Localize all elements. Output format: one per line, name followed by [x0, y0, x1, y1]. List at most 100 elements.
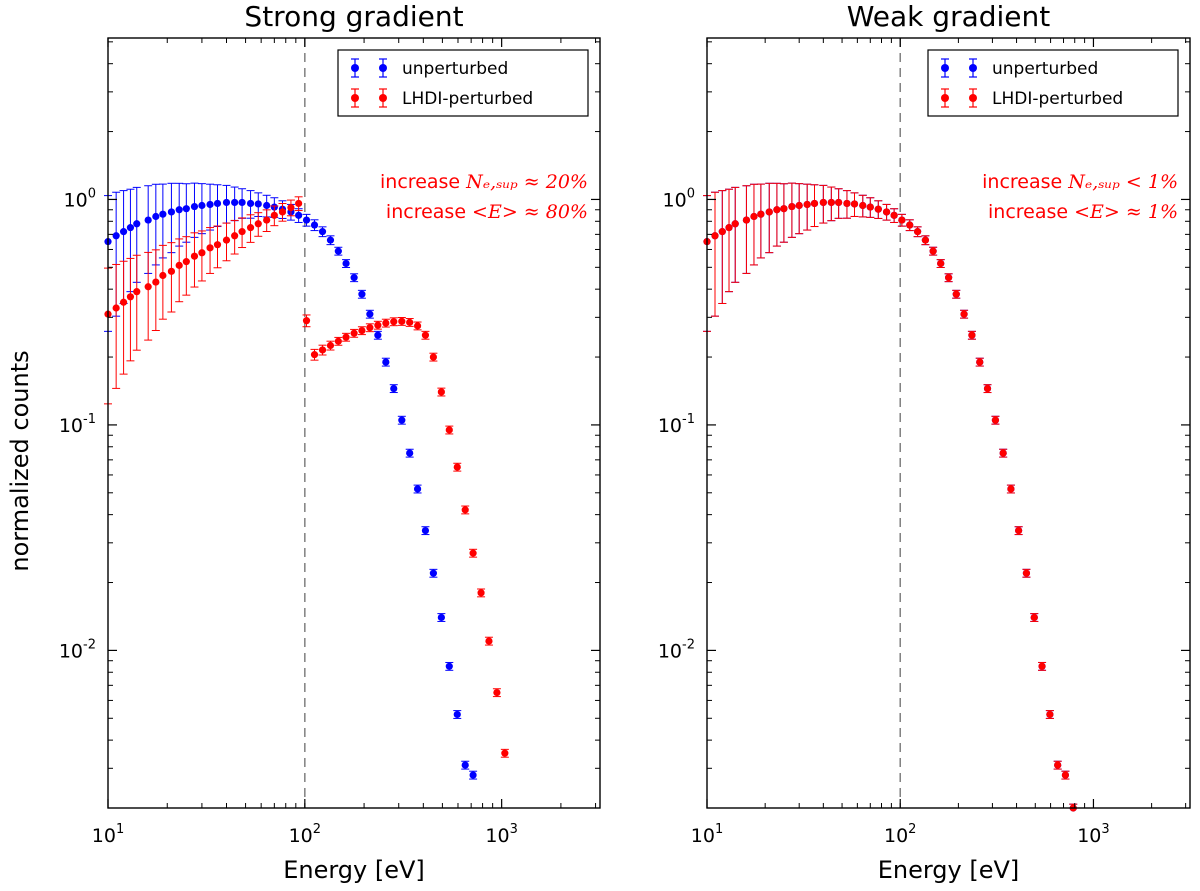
legend-marker: [941, 94, 949, 102]
data-point: [334, 247, 342, 255]
data-point: [254, 220, 262, 228]
data-point: [318, 228, 327, 236]
data-point: [421, 526, 430, 535]
data-point: [991, 416, 1000, 424]
x-tick-exponent: 2: [908, 822, 916, 837]
data-point: [342, 333, 350, 341]
data-point: [382, 358, 390, 366]
data-point: [382, 319, 390, 327]
data-point: [469, 771, 477, 779]
annotation-text: increase Nₑ,ₛᵤₚ ≈ 20%: [380, 171, 588, 193]
data-point: [929, 247, 937, 255]
data-point: [921, 236, 930, 244]
data-point: [390, 318, 398, 326]
data-point: [1015, 526, 1023, 535]
annotation-text: increase Nₑ,ₛᵤₚ < 1%: [982, 171, 1178, 193]
data-point: [302, 216, 311, 224]
data-point: [295, 199, 303, 208]
data-point: [1061, 771, 1070, 779]
data-point: [461, 506, 469, 514]
data-point: [334, 337, 342, 345]
data-point: [493, 688, 501, 697]
data-point: [461, 761, 469, 769]
data-point: [167, 267, 176, 275]
data-point: [366, 324, 374, 332]
data-point: [906, 221, 914, 229]
data-point: [398, 317, 406, 325]
data-point: [198, 249, 206, 257]
data-point: [453, 710, 461, 719]
x-tick-exponent: 1: [116, 822, 124, 837]
data-point: [152, 212, 160, 221]
data-point: [1022, 569, 1031, 577]
series-lhdi-perturbed: [104, 196, 509, 758]
data-point: [890, 211, 898, 219]
data-point: [310, 351, 319, 359]
data-point: [254, 200, 262, 208]
data-point: [819, 198, 827, 207]
data-point: [1007, 485, 1015, 493]
data-point: [773, 206, 781, 214]
y-tick-label: 10-1: [658, 412, 695, 437]
data-point: [827, 198, 835, 207]
legend-marker: [969, 64, 977, 72]
data-point: [882, 208, 891, 216]
data-point: [999, 449, 1007, 457]
data-point: [144, 216, 152, 224]
data-point: [810, 199, 819, 208]
annotation-math: Nₑ,ₛᵤₚ ≈ 20%: [465, 171, 588, 193]
y-tick-exponent: -2: [682, 637, 695, 652]
data-point: [287, 204, 295, 212]
data-point: [413, 322, 422, 330]
data-point: [765, 208, 773, 216]
data-point: [398, 416, 406, 424]
data-point: [198, 201, 206, 210]
data-point: [725, 224, 733, 232]
data-point: [270, 211, 278, 219]
data-point: [437, 388, 445, 396]
data-point: [374, 321, 382, 329]
data-point: [318, 346, 327, 354]
data-point: [213, 241, 222, 249]
annotation-math: <E> ≈ 1%: [1074, 201, 1178, 223]
x-tick-exponent: 3: [510, 822, 518, 837]
data-point: [445, 662, 453, 670]
annotation-math: Nₑ,ₛᵤₚ < 1%: [1067, 171, 1178, 193]
annotation-prefix: increase: [988, 201, 1074, 223]
data-point: [750, 212, 758, 221]
data-point: [485, 637, 493, 645]
data-point: [1038, 662, 1046, 670]
data-point: [342, 259, 350, 268]
legend-marker: [969, 94, 977, 102]
data-point: [843, 199, 851, 208]
data-point: [413, 485, 422, 493]
data-point: [1046, 710, 1054, 719]
plot-frame: [706, 37, 1191, 809]
data-point: [874, 205, 882, 213]
data-point: [213, 199, 222, 208]
plot-frame: [107, 37, 601, 809]
data-point: [238, 228, 246, 236]
data-point: [358, 327, 366, 335]
annotation-prefix: increase: [380, 171, 466, 193]
data-point: [477, 589, 485, 597]
annotation-prefix: increase: [982, 171, 1068, 193]
data-point: [429, 353, 437, 361]
panel-title: Strong gradient: [244, 0, 463, 33]
legend-box: [337, 49, 589, 117]
annotation-prefix: increase: [386, 201, 472, 223]
data-point: [350, 274, 358, 282]
data-point: [246, 224, 255, 232]
data-point: [835, 198, 843, 207]
data-point: [263, 201, 271, 210]
x-tick-exponent: 2: [313, 822, 321, 837]
data-point: [119, 298, 128, 306]
data-point: [231, 198, 239, 207]
data-point: [453, 463, 461, 471]
data-point: [469, 549, 477, 557]
data-point: [945, 274, 953, 282]
data-point: [780, 205, 788, 213]
data-point: [126, 293, 135, 301]
data-point: [206, 244, 214, 252]
